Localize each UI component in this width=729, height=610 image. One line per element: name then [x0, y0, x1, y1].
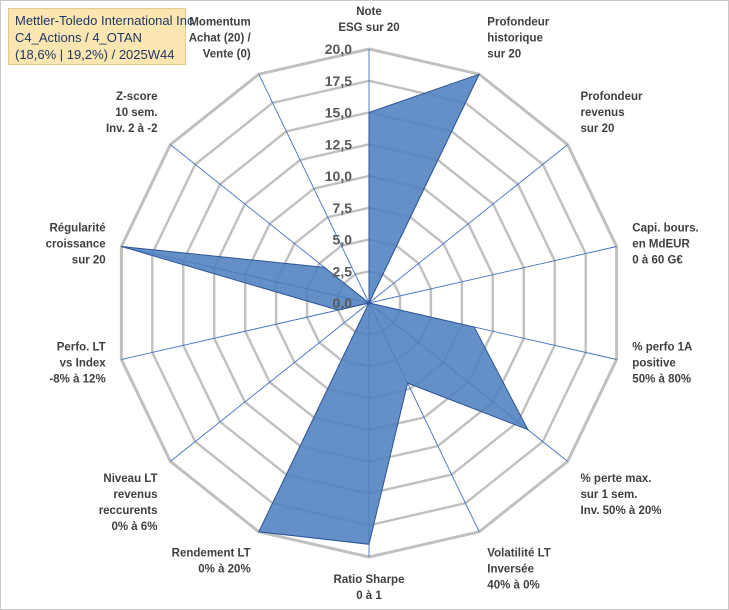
- axis-label-line: reccurents: [99, 505, 158, 517]
- axis-label: % perte max. sur 1 sem. Inv. 50% à 20%: [581, 473, 662, 517]
- axis-label: Ratio Sharpe 0 à 1: [334, 574, 405, 602]
- axis-label-line: Note: [356, 6, 382, 18]
- axis-label-line: % perfo 1A: [632, 342, 692, 354]
- tick-layer: 0,0 2,5 5,0 7,5 10,0 12,5 15,0 17,5 20,0: [325, 41, 352, 311]
- tick-label: 7,5: [333, 200, 353, 216]
- axis-label-line: Rendement LT: [172, 548, 251, 560]
- axis-label-line: Profondeur: [581, 91, 643, 103]
- axis-label-line: croissance: [46, 238, 106, 250]
- axis-label-line: 0% à 20%: [198, 564, 250, 576]
- axis-label-line: 40% à 0%: [487, 580, 539, 592]
- axis-label: Note ESG sur 20: [338, 6, 399, 34]
- axis-label-line: revenus: [113, 489, 157, 501]
- axis-label-line: vs Index: [60, 358, 107, 370]
- axis-label-line: 10 sem.: [115, 107, 157, 119]
- title-stats: (18,6% | 19,2%) / 2025W44: [15, 47, 175, 62]
- axis-label: Niveau LT revenus reccurents 0% à 6%: [99, 473, 158, 533]
- axis-label-line: 0% à 6%: [111, 521, 157, 533]
- axis-spoke: [368, 144, 568, 304]
- axis-label-line: 50% à 80%: [632, 374, 691, 386]
- axis-label-line: Volatilité LT: [487, 548, 550, 560]
- axis-label: Z-score 10 sem. Inv. 2 à -2: [106, 91, 158, 135]
- axis-label-line: sur 1 sem.: [581, 489, 638, 501]
- axis-label-line: sur 20: [581, 123, 615, 135]
- axis-label-line: en MdEUR: [632, 238, 690, 250]
- axis-spoke: [368, 246, 617, 304]
- axis-label-line: Profondeur: [487, 17, 549, 29]
- axis-label-line: ESG sur 20: [338, 22, 399, 34]
- chart-title-box: Mettler-Toledo International Inc C4_Acti…: [8, 8, 194, 65]
- axis-label: Régularité croissance sur 20: [46, 222, 106, 266]
- axis-label-line: Inversée: [487, 564, 534, 576]
- axis-label-line: revenus: [581, 107, 625, 119]
- axis-label-line: Vente (0): [203, 49, 251, 61]
- axis-label: Volatilité LT Inversée 40% à 0%: [487, 548, 550, 592]
- axis-label: Momentum Achat (20) / Vente (0): [189, 17, 252, 61]
- tick-label: 20,0: [325, 41, 352, 57]
- axis-label-line: 0 à 1: [356, 590, 382, 602]
- axis-label-line: Inv. 50% à 20%: [581, 505, 662, 517]
- axis-label-line: Momentum: [189, 17, 250, 29]
- axis-label-line: Perfo. LT: [57, 342, 106, 354]
- axis-label-line: Achat (20) /: [189, 33, 252, 45]
- axis-label-line: Capi. bours.: [632, 222, 698, 234]
- axis-label: Profondeur historique sur 20: [487, 17, 549, 61]
- axis-label: Perfo. LT vs Index -8% à 12%: [49, 342, 106, 386]
- axis-label-line: historique: [487, 33, 543, 45]
- axis-label-line: Régularité: [49, 222, 105, 234]
- series-layer: [121, 73, 529, 545]
- axis-label-line: sur 20: [72, 254, 106, 266]
- tick-label: 2,5: [333, 263, 353, 279]
- axis-spoke: [121, 302, 370, 360]
- axis-label-line: Niveau LT: [103, 473, 157, 485]
- axis-label: Capi. bours. en MdEUR 0 à 60 G€: [632, 222, 698, 266]
- axis-label: Rendement LT 0% à 20%: [172, 548, 251, 576]
- axis-label-line: % perte max.: [581, 473, 652, 485]
- axis-label-line: sur 20: [487, 49, 521, 61]
- axis-label-line: Z-score: [116, 91, 158, 103]
- tick-label: 5,0: [333, 232, 353, 248]
- tick-label: 15,0: [325, 105, 352, 121]
- axis-label-line: 0 à 60 G€: [632, 254, 683, 266]
- label-layer: Note ESG sur 20 Profondeur historique sur 20…: [46, 6, 699, 602]
- axis-spoke: [258, 74, 370, 304]
- tick-label: 12,5: [325, 136, 352, 152]
- tick-label: 17,5: [325, 73, 352, 89]
- axis-label-line: positive: [632, 358, 675, 370]
- title-category: C4_Actions / 4_OTAN: [15, 30, 142, 45]
- series-area: [121, 73, 529, 545]
- tick-label: 0,0: [333, 295, 353, 311]
- axis-label: Profondeur revenus sur 20: [581, 91, 643, 135]
- tick-label: 10,0: [325, 168, 352, 184]
- axis-label-line: Inv. 2 à -2: [106, 123, 158, 135]
- title-company: Mettler-Toledo International Inc: [15, 13, 194, 28]
- axis-label: % perfo 1A positive 50% à 80%: [632, 342, 692, 386]
- axis-label-line: Ratio Sharpe: [334, 574, 405, 586]
- axis-label-line: -8% à 12%: [49, 374, 105, 386]
- axis-spoke: [170, 302, 370, 462]
